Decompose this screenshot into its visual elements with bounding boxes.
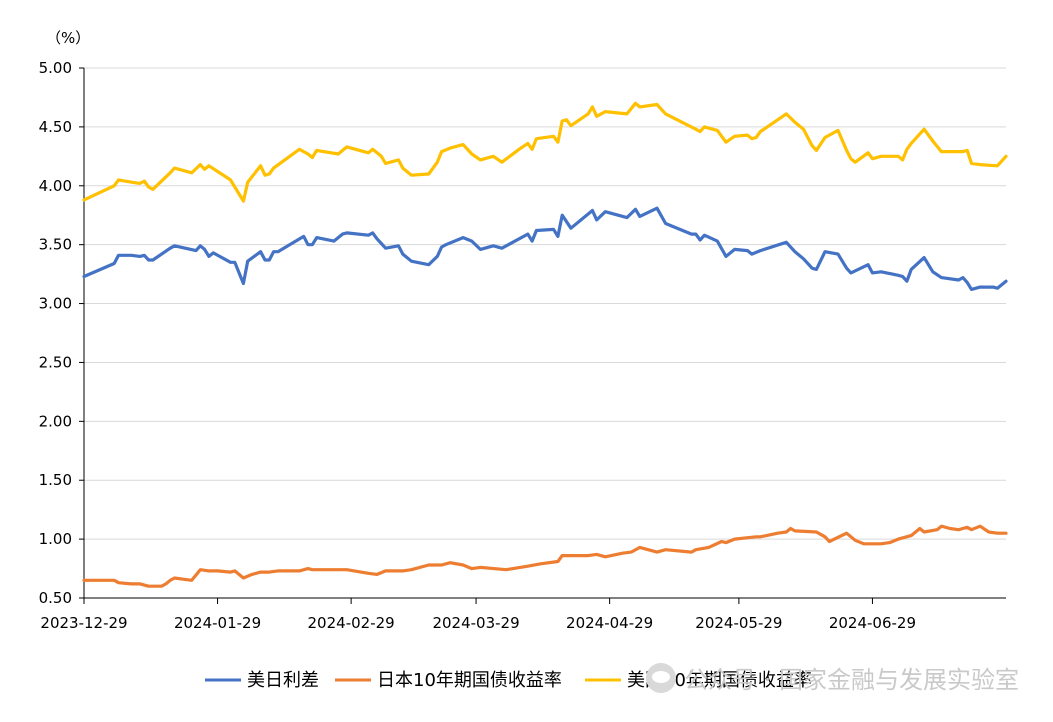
axes: 5.00 4.50 4.00 3.50 3.00 2.50 2.00 1.50 1.00 0.50…: [39, 59, 1006, 632]
x-tick-label: 2024-02-29: [308, 614, 395, 632]
x-tick-label: 2024-01-29: [174, 614, 261, 632]
y-tick-label: 3.00: [39, 295, 72, 313]
y-tick-label: 5.00: [39, 59, 72, 77]
series-lines: [82, 101, 1008, 588]
y-tick-label: 0.50: [39, 589, 72, 607]
x-tick-label: 2024-03-29: [432, 614, 519, 632]
x-tick-label: 2024-04-29: [566, 614, 653, 632]
series-line-3: [82, 101, 1008, 203]
legend-label-2: 日本10年期国债收益率: [377, 670, 562, 691]
legend-label-1: 美日利差: [247, 670, 319, 691]
y-tick-label: 1.00: [39, 530, 72, 548]
watermark-text: 公众号 · 国家金融与发展实验室: [684, 666, 1019, 694]
watermark: 公众号 · 国家金融与发展实验室: [646, 660, 1019, 695]
x-tick-label: 2023-12-29: [40, 614, 127, 632]
y-tick-label: 4.00: [39, 177, 72, 195]
x-tick-label: 2024-06-29: [829, 614, 916, 632]
gridlines: [84, 67, 1006, 540]
unit-label: （%）: [46, 29, 90, 47]
wechat-icon: [646, 662, 677, 693]
y-tick-label: 4.50: [39, 118, 72, 136]
y-tick-label: 3.50: [39, 236, 72, 254]
x-tick-label: 2024-05-29: [695, 614, 782, 632]
y-tick-label: 2.50: [39, 353, 72, 371]
series-line-2: [82, 524, 1008, 588]
y-tick-label: 1.50: [39, 471, 72, 489]
y-tick-label: 2.00: [39, 412, 72, 430]
series-line-1: [82, 206, 1008, 291]
